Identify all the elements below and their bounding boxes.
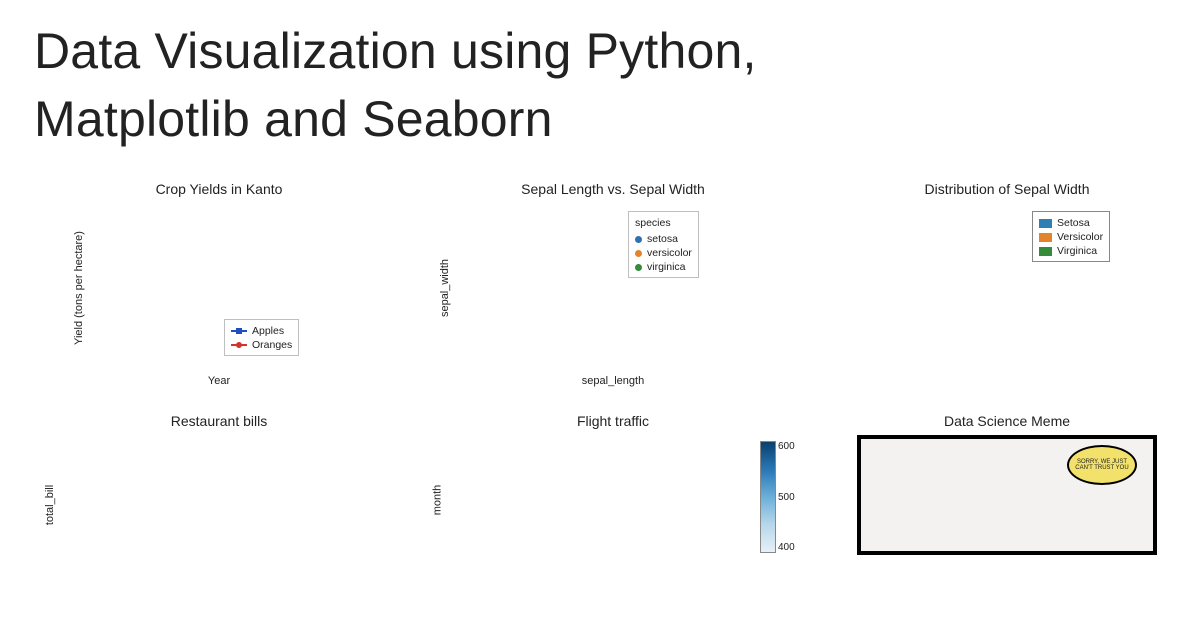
sepal-legend: species setosa versicolor virginica [628,211,699,278]
crop-title: Crop Yields in Kanto [34,181,404,197]
meme-title: Data Science Meme [822,413,1192,429]
meme-frame: SORRY, WE JUST CAN'T TRUST YOU [857,435,1157,555]
hist-panel: Distribution of Sepal Width Setosa Versi… [822,181,1192,387]
flight-chart [428,435,708,565]
title-line1: Data Visualization using Python, [34,23,757,79]
meme-bubble: SORRY, WE JUST CAN'T TRUST YOU [1067,445,1137,485]
flight-panel: Flight traffic month 600 500 400 [428,413,798,575]
sepal-xlabel: sepal_length [428,375,798,387]
crop-legend-apples: Apples [252,324,284,338]
crop-ylabel: Yield (tons per hectare) [73,231,85,345]
bills-title: Restaurant bills [34,413,404,429]
flight-title: Flight traffic [428,413,798,429]
bills-chart [34,435,354,575]
sepal-title: Sepal Length vs. Sepal Width [428,181,798,197]
sepal-scatter-panel: Sepal Length vs. Sepal Width sepal_width… [428,181,798,387]
sepal-chart [428,203,748,373]
crop-xlabel: Year [34,375,404,387]
bills-panel: Restaurant bills total_bill [34,413,404,575]
crop-legend-oranges: Oranges [252,338,292,352]
sepal-legend-title: species [635,216,692,230]
meme-panel: Data Science Meme SORRY, WE JUST CAN'T T… [822,413,1192,575]
page-title: Data Visualization using Python, Matplot… [34,18,1200,153]
flight-ylabel: month [431,485,443,516]
crop-yields-panel: Crop Yields in Kanto Yield (tons per hec… [34,181,404,387]
crop-legend: Apples Oranges [224,319,299,356]
bills-ylabel: total_bill [44,485,56,525]
flight-colorbar: 600 500 400 [760,441,800,553]
title-line2: Matplotlib and Seaborn [34,91,553,147]
hist-legend: Setosa Versicolor Virginica [1032,211,1110,262]
chart-grid: Crop Yields in Kanto Yield (tons per hec… [34,181,1200,575]
hist-title: Distribution of Sepal Width [822,181,1192,197]
sepal-ylabel: sepal_width [439,259,451,317]
